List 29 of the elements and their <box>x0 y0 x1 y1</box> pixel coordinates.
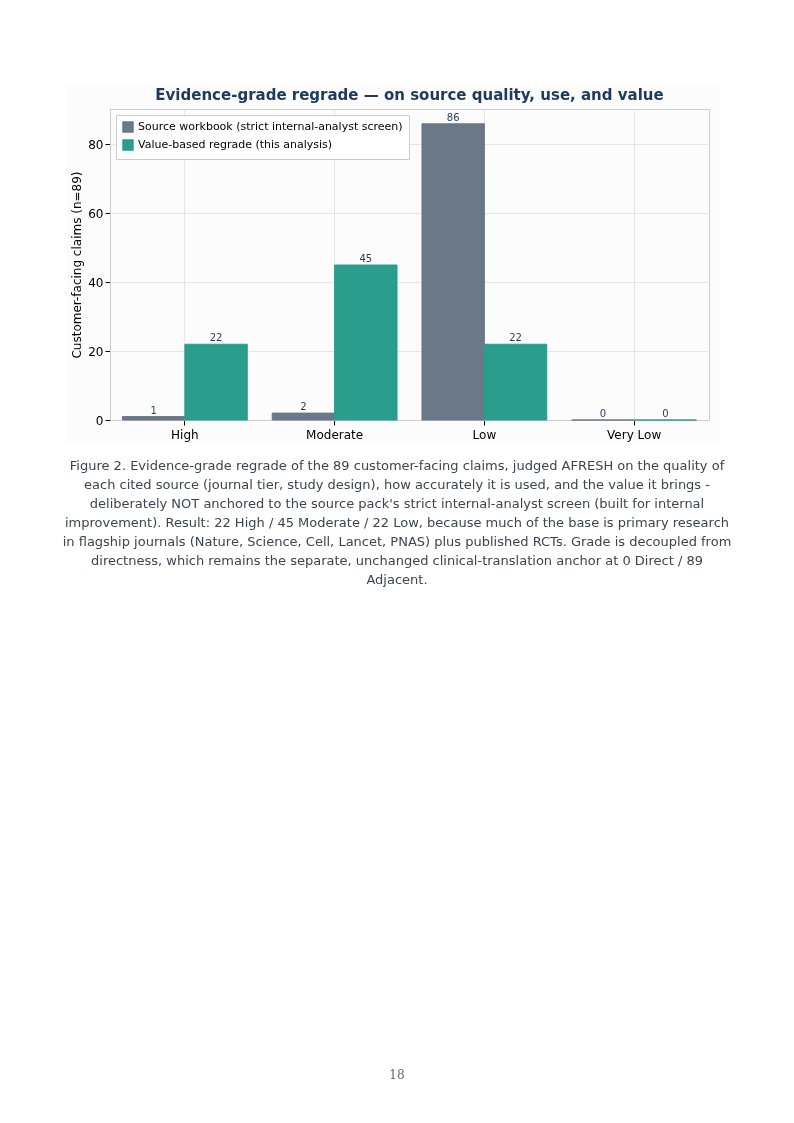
data-label: 0 <box>662 408 669 419</box>
caption: Figure 2. Evidence-grade regrade of the 89 customer-facing claims, judged AFRESH on the quality of each cited source (journal tier, study design), how accurately it is used, and the value it brings - deliberately NOT anchored to the source pack's strict internal-analyst screen (built for internal improvement). Result: 22 High / 45 Moderate / 22 Low, because much of the base is primary research in flagship journals (Nature, Science, Cell, Lancet, PNAS) plus published RCTs. Grade is decoupled from directness, which remains the separate, unchanged clinical-translation anchor at 0 Direct / 89 Adjacent. <box>61 457 733 589</box>
data-label: 86 <box>446 111 460 123</box>
y-tick-label: 0 <box>95 413 104 428</box>
bar <box>121 416 186 421</box>
bar <box>334 264 398 421</box>
data-label: 22 <box>509 332 522 344</box>
y-tick-label: 40 <box>88 275 104 290</box>
text: 18 <box>388 1068 406 1082</box>
x-tick-label: Low <box>472 427 497 442</box>
x-tick-label: High <box>171 427 199 442</box>
bar <box>184 343 248 421</box>
data-label: 0 <box>599 408 607 419</box>
bar <box>421 123 485 421</box>
bar <box>271 412 336 421</box>
data-label: 2 <box>300 401 307 413</box>
data-label: 45 <box>359 253 373 265</box>
y-tick-label: 60 <box>88 206 104 221</box>
data-label: 1 <box>150 404 157 416</box>
legend-label: Value-based regrade (this analysis) <box>138 138 333 151</box>
y-tick-label: 20 <box>88 344 104 359</box>
y-axis-title: Customer-facing claims (n=89) <box>70 171 85 359</box>
chart-title: Evidence-grade regrade — on source quality, use, and value <box>155 86 664 104</box>
x-tick-label: Moderate <box>306 427 364 442</box>
bar <box>483 343 548 421</box>
legend-label: Source workbook (strict internal-analyst screen) <box>138 120 403 133</box>
x-tick-label: Very Low <box>607 427 662 442</box>
data-label: 22 <box>209 332 223 344</box>
y-tick-label: 80 <box>88 137 104 152</box>
